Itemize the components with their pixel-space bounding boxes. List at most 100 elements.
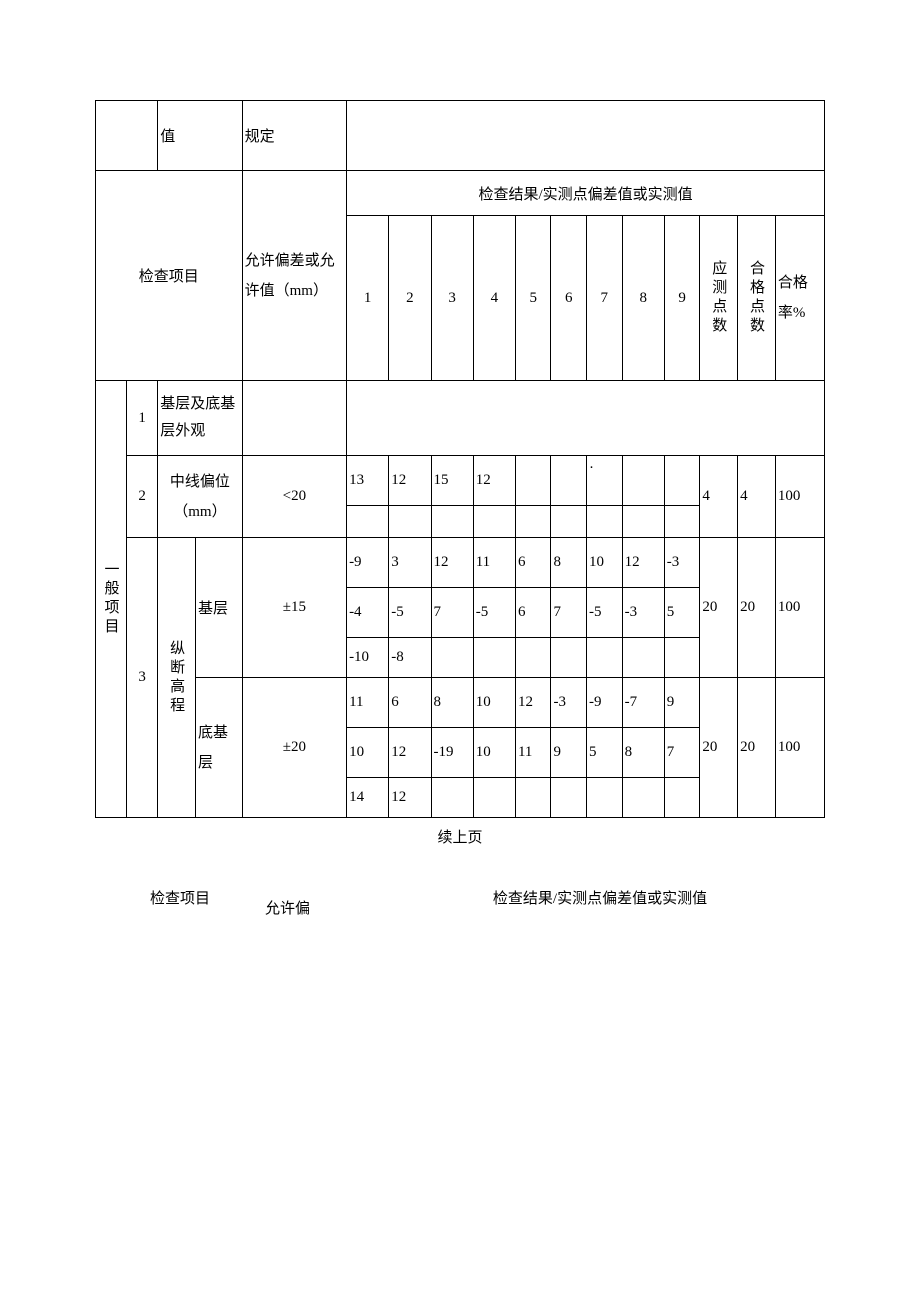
bottom-header-row: 检查项目 允许偏 检查结果/实测点偏差值或实测值 <box>95 877 825 918</box>
r3b-d3-6 <box>551 778 587 818</box>
r2-d1-4: 12 <box>473 456 515 506</box>
r3a-qual: 20 <box>738 538 776 678</box>
section-label: 一般项目 <box>96 381 127 818</box>
r2-d1-1: 13 <box>347 456 389 506</box>
row-3b1: 底基层 ±20 11 6 8 10 12 -3 -9 -7 9 20 20 10… <box>96 678 825 728</box>
r3a-d1-4: 11 <box>473 538 515 588</box>
r3a-d3-9 <box>664 638 700 678</box>
row-2a: 2 中线偏位（mm） <20 13 12 15 12 · 4 4 100 <box>96 456 825 506</box>
r2-num: 2 <box>127 456 158 538</box>
r3a-d3-3 <box>431 638 473 678</box>
r3a-d3-5 <box>515 638 551 678</box>
r2-d1-9 <box>664 456 700 506</box>
r3a-d1-8: 12 <box>622 538 664 588</box>
r3b-d3-2: 12 <box>389 778 431 818</box>
r2-d1-2: 12 <box>389 456 431 506</box>
r3b-d1-9: 9 <box>664 678 700 728</box>
top-cell-rule: 规定 <box>242 101 346 171</box>
hcol-3: 3 <box>431 216 473 381</box>
r2-d1-5 <box>515 456 551 506</box>
r2-d1-7: · <box>587 456 623 506</box>
r1-num: 1 <box>127 381 158 456</box>
r3b-d1-3: 8 <box>431 678 473 728</box>
r2-d2-1 <box>347 506 389 538</box>
r1-data <box>347 381 825 456</box>
r3-l2-tol: ±20 <box>242 678 346 818</box>
r2-d1-6 <box>551 456 587 506</box>
top-empty-2 <box>347 101 825 171</box>
r3b-should: 20 <box>700 678 738 818</box>
header-check-item: 检查项目 <box>96 171 243 381</box>
hcol-6: 6 <box>551 216 587 381</box>
header-row-1: 检查项目 允许偏差或允许值（mm） 检查结果/实测点偏差值或实测值 <box>96 171 825 216</box>
r2-qual: 4 <box>738 456 776 538</box>
r3a-d3-2: -8 <box>389 638 431 678</box>
r3-l2-label: 底基层 <box>195 678 242 818</box>
r3a-d2-3: 7 <box>431 588 473 638</box>
hcol-2: 2 <box>389 216 431 381</box>
r2-name: 中线偏位（mm） <box>158 456 242 538</box>
r2-d2-3 <box>431 506 473 538</box>
r3a-d1-3: 12 <box>431 538 473 588</box>
inspection-table: 值 规定 检查项目 允许偏差或允许值（mm） 检查结果/实测点偏差值或实测值 1… <box>95 100 825 818</box>
r3-num: 3 <box>127 538 158 818</box>
bottom-tolerance: 允许偏 <box>265 877 375 918</box>
r3a-d2-8: -3 <box>622 588 664 638</box>
r3a-d1-6: 8 <box>551 538 587 588</box>
r2-rate: 100 <box>775 456 824 538</box>
r3a-d2-5: 6 <box>515 588 551 638</box>
row-3a1: 3 纵断高程 基层 ±15 -9 3 12 11 6 8 10 12 -3 20… <box>96 538 825 588</box>
r3b-d1-6: -3 <box>551 678 587 728</box>
r3b-d1-8: -7 <box>622 678 664 728</box>
r3a-d3-8 <box>622 638 664 678</box>
r3b-d3-8 <box>622 778 664 818</box>
top-partial-row: 值 规定 <box>96 101 825 171</box>
r2-d2-6 <box>551 506 587 538</box>
r3a-d2-4: -5 <box>473 588 515 638</box>
hcol-1: 1 <box>347 216 389 381</box>
hcol-7: 7 <box>587 216 623 381</box>
r2-d2-2 <box>389 506 431 538</box>
r3b-d2-2: 12 <box>389 728 431 778</box>
r3a-d2-2: -5 <box>389 588 431 638</box>
r3-l1-tol: ±15 <box>242 538 346 678</box>
header-result: 检查结果/实测点偏差值或实测值 <box>347 171 825 216</box>
r2-d2-5 <box>515 506 551 538</box>
r2-d2-4 <box>473 506 515 538</box>
r3b-rate: 100 <box>775 678 824 818</box>
top-empty-1 <box>96 101 158 171</box>
hcol-8: 8 <box>622 216 664 381</box>
r3a-d1-9: -3 <box>664 538 700 588</box>
r3a-d3-7 <box>587 638 623 678</box>
hcol-4: 4 <box>473 216 515 381</box>
r3a-d2-9: 5 <box>664 588 700 638</box>
r3a-d1-2: 3 <box>389 538 431 588</box>
r3a-should: 20 <box>700 538 738 678</box>
r3b-d3-7 <box>587 778 623 818</box>
r2-d2-7 <box>587 506 623 538</box>
r3b-d2-5: 11 <box>515 728 551 778</box>
r3b-d1-7: -9 <box>587 678 623 728</box>
r2-d1-8 <box>622 456 664 506</box>
r3b-d3-4 <box>473 778 515 818</box>
r3b-d1-5: 12 <box>515 678 551 728</box>
r3a-d2-6: 7 <box>551 588 587 638</box>
r3-name: 纵断高程 <box>158 538 196 818</box>
bottom-check-item: 检查项目 <box>95 877 265 918</box>
r3b-d3-1: 14 <box>347 778 389 818</box>
r3b-d1-4: 10 <box>473 678 515 728</box>
r3b-d2-7: 5 <box>587 728 623 778</box>
hcol-5: 5 <box>515 216 551 381</box>
r2-tol: <20 <box>242 456 346 538</box>
row-1: 一般项目 1 基层及底基层外观 <box>96 381 825 456</box>
r3b-d2-9: 7 <box>664 728 700 778</box>
r3b-d2-6: 9 <box>551 728 587 778</box>
r3a-d1-5: 6 <box>515 538 551 588</box>
header-tolerance: 允许偏差或允许值（mm） <box>242 171 346 381</box>
r3b-d2-3: -19 <box>431 728 473 778</box>
r3b-d2-1: 10 <box>347 728 389 778</box>
r3b-d3-5 <box>515 778 551 818</box>
r1-name: 基层及底基层外观 <box>158 381 242 456</box>
r2-d2-9 <box>664 506 700 538</box>
r3a-d1-1: -9 <box>347 538 389 588</box>
